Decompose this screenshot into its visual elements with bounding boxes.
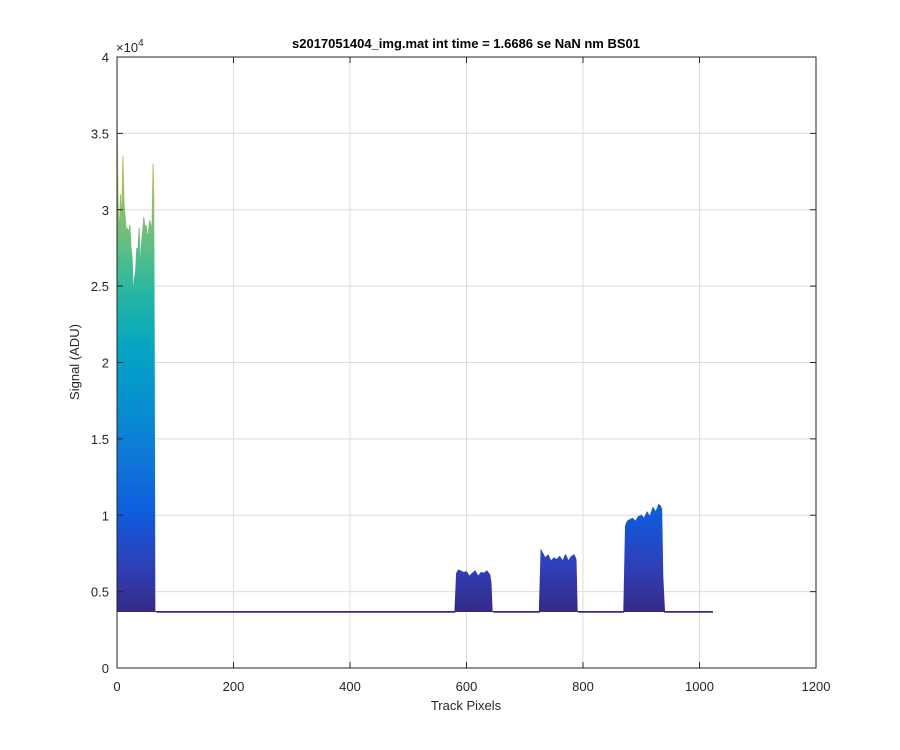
y-tick-label: 2.5 <box>91 279 109 294</box>
x-tick-label: 0 <box>113 679 120 694</box>
x-tick-label: 800 <box>572 679 594 694</box>
signal-area <box>117 110 713 613</box>
y-tick-label: 3.5 <box>91 126 109 141</box>
x-tick-label: 600 <box>456 679 478 694</box>
grid-lines <box>117 57 816 668</box>
x-tick-label: 1000 <box>685 679 714 694</box>
x-tick-label: 1200 <box>802 679 831 694</box>
y-tick-label: 1.5 <box>91 432 109 447</box>
chart-title: s2017051404_img.mat int time = 1.6686 se… <box>292 36 640 51</box>
y-tick-label: 0 <box>102 661 109 676</box>
tick-marks <box>116 56 817 669</box>
y-tick-label: 3 <box>102 203 109 218</box>
y-tick-label: 4 <box>102 50 109 65</box>
x-axis-title: Track Pixels <box>431 698 502 713</box>
y-tick-label: 2 <box>102 356 109 371</box>
y-tick-label: 0.5 <box>91 585 109 600</box>
y-tick-label: 1 <box>102 508 109 523</box>
y-axis-title: Signal (ADU) <box>67 324 82 400</box>
signal-line <box>117 110 713 613</box>
x-tick-label: 200 <box>223 679 245 694</box>
y-tick-labels: 0 0.5 1 1.5 2 2.5 3 3.5 4 <box>91 50 109 676</box>
x-tick-label: 400 <box>339 679 361 694</box>
y-exponent-label: ×104 <box>116 38 144 55</box>
data-layer <box>117 110 713 613</box>
x-tick-labels: 0 200 400 600 800 1000 1200 <box>113 679 830 694</box>
